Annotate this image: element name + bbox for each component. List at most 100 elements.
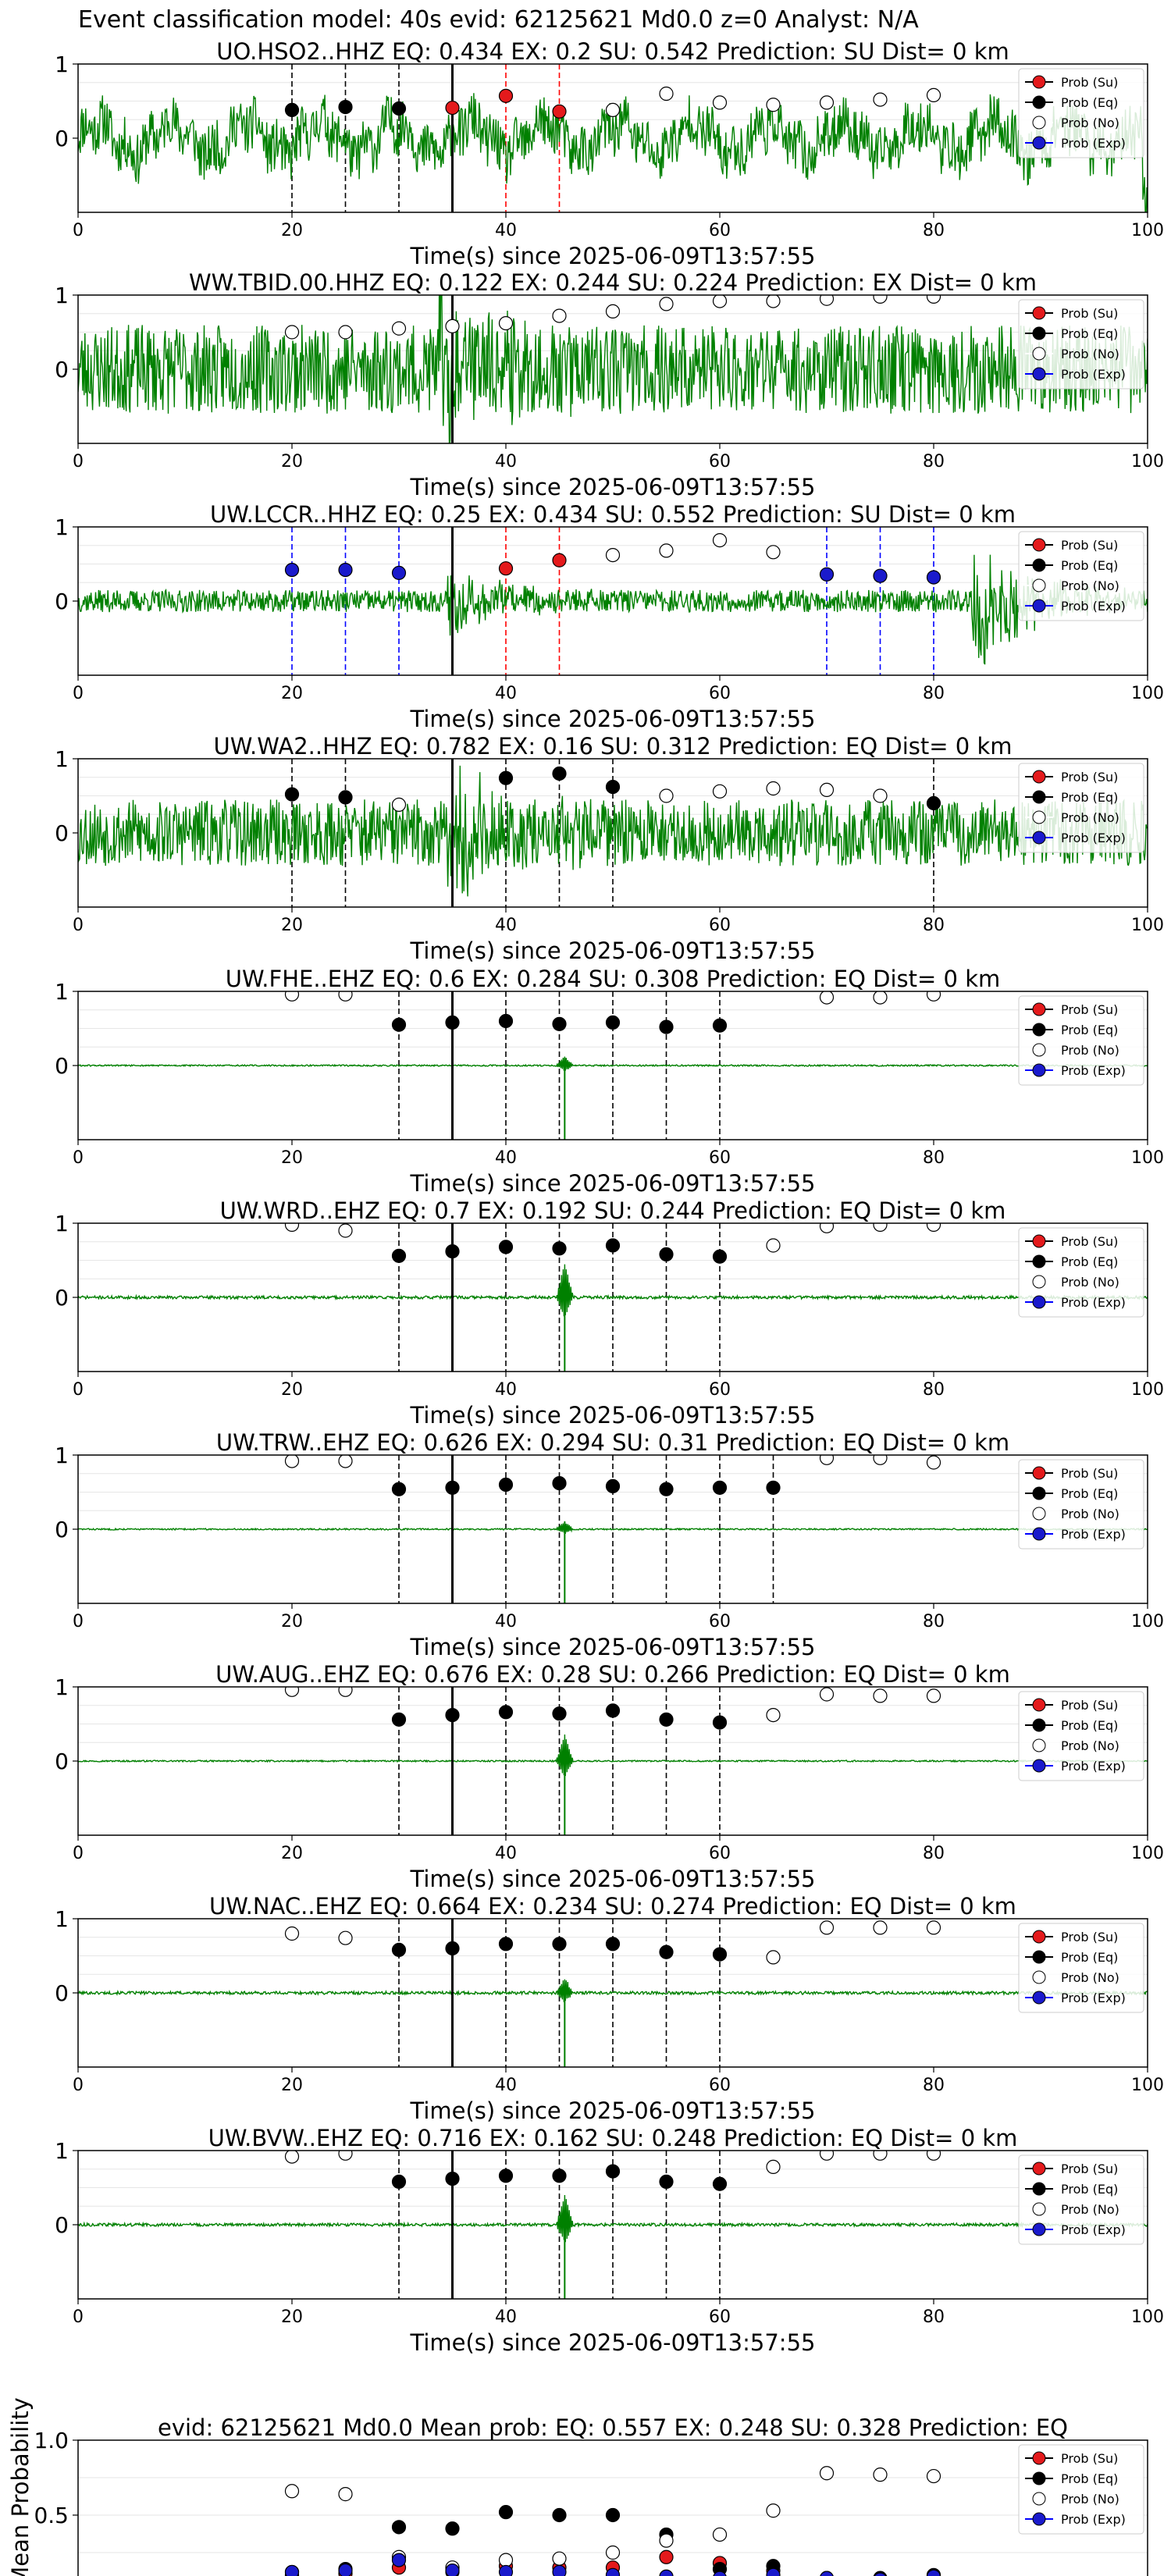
legend-label: Prob (Eq): [1061, 1950, 1118, 1965]
y-tick-label: 0: [55, 820, 69, 846]
prob-marker-eq: [659, 1247, 674, 1262]
prob-marker-no: [284, 1687, 300, 1697]
prob-marker-no: [819, 782, 835, 798]
panel-title: evid: 62125621 Md0.0 Mean prob: EQ: 0.55…: [158, 2414, 1068, 2441]
prob-marker-no: [284, 991, 300, 1002]
x-tick-label: 40: [495, 1844, 517, 1863]
prob-marker-eq: [605, 1478, 621, 1494]
legend-marker-exp: [1032, 1759, 1046, 1773]
prob-marker-exp: [391, 565, 407, 581]
plot-area: [78, 1687, 1148, 1835]
x-tick-label: 100: [1131, 221, 1164, 240]
legend-marker-no: [1032, 810, 1046, 824]
prob-marker-eq: [338, 100, 353, 115]
prob-marker-no: [819, 1687, 835, 1702]
prob-marker-no: [284, 325, 300, 340]
prob-marker-no: [766, 1238, 781, 1253]
legend-label: Prob (Eq): [1061, 1718, 1118, 1733]
waveform-panel: UW.WA2..HHZ EQ: 0.782 EX: 0.16 SU: 0.312…: [55, 733, 1164, 964]
prob-marker-eq: [445, 1941, 460, 1956]
legend-box: [1018, 1691, 1144, 1781]
prob-marker-eq: [498, 1013, 514, 1029]
prob-marker-no: [766, 781, 781, 796]
prob-marker-eq: [391, 1942, 407, 1957]
x-tick-label: 20: [281, 221, 303, 240]
prob-marker-no: [659, 297, 674, 311]
legend-marker-su: [1032, 2451, 1046, 2465]
x-tick-label: 40: [495, 684, 517, 703]
legend-label: Prob (Eq): [1061, 2471, 1118, 2486]
x-tick-label: 80: [923, 1844, 945, 1863]
x-tick-label: 40: [495, 1612, 517, 1631]
legend-marker-exp: [1032, 1295, 1046, 1309]
waveform-panel: WW.TBID.00.HHZ EQ: 0.122 EX: 0.244 SU: 0…: [55, 269, 1164, 500]
prob-marker-eq: [605, 779, 621, 795]
legend-marker-exp: [1032, 136, 1046, 150]
legend-label: Prob (Su): [1061, 770, 1118, 785]
prob-marker-no: [659, 86, 674, 101]
prob-marker-eq: [284, 787, 300, 802]
prob-marker-no: [659, 543, 674, 558]
legend-marker-exp: [1032, 2512, 1046, 2526]
prob-marker-no: [659, 2533, 674, 2548]
plot-area: [78, 64, 1148, 212]
x-tick-label: 0: [73, 221, 84, 240]
y-tick-label: 1: [55, 2138, 69, 2164]
waveform-panel: UW.WRD..EHZ EQ: 0.7 EX: 0.192 SU: 0.244 …: [55, 1197, 1164, 1429]
prob-marker-eq: [498, 1240, 514, 1254]
panel-title: WW.TBID.00.HHZ EQ: 0.122 EX: 0.244 SU: 0…: [189, 269, 1037, 296]
legend-label: Prob (No): [1061, 810, 1119, 825]
legend-marker-exp: [1032, 1063, 1046, 1077]
y-tick-label: 0: [55, 1980, 69, 2006]
prob-marker-no: [605, 2545, 621, 2560]
prob-marker-eq: [391, 101, 407, 116]
prob-marker-exp: [874, 2572, 887, 2576]
legend-label: Prob (Eq): [1061, 2182, 1118, 2197]
prob-marker-exp: [819, 567, 835, 582]
prob-marker-eq: [391, 1482, 407, 1496]
y-tick-label: 0: [55, 1517, 69, 1542]
y-tick-label: 0: [55, 2212, 69, 2238]
prob-marker-exp: [284, 562, 300, 578]
panel-title: UW.LCCR..HHZ EQ: 0.25 EX: 0.434 SU: 0.55…: [210, 501, 1016, 528]
x-tick-label: 100: [1131, 1380, 1164, 1400]
legend-label: Prob (Su): [1061, 75, 1118, 90]
prob-marker-eq: [552, 2507, 567, 2523]
prob-marker-no: [659, 788, 674, 803]
prob-marker-eq: [605, 2164, 621, 2179]
prob-marker-no: [766, 545, 781, 560]
waveform-trace: [78, 1521, 1148, 1534]
prob-marker-eq: [284, 102, 300, 117]
waveform-trace: [78, 1734, 1148, 1777]
legend-marker-su: [1032, 538, 1046, 552]
prob-marker-eq: [498, 2505, 514, 2520]
legend-label: Prob (Exp): [1061, 367, 1126, 382]
legend-label: Prob (Eq): [1061, 790, 1118, 805]
prob-marker-no: [819, 1455, 835, 1465]
waveform-panel: UW.TRW..EHZ EQ: 0.626 EX: 0.294 SU: 0.31…: [55, 1429, 1164, 1660]
prob-marker-no: [284, 1455, 300, 1468]
legend-label: Prob (No): [1061, 2202, 1119, 2217]
prob-marker-no: [819, 991, 835, 1005]
prob-marker-exp: [284, 2564, 300, 2576]
prob-marker-no: [926, 1688, 941, 1703]
prob-marker-no: [712, 532, 728, 548]
prob-marker-no: [926, 295, 941, 304]
x-tick-label: 80: [923, 1148, 945, 1168]
prob-marker-eq: [445, 1708, 460, 1723]
plot-area: [78, 1919, 1148, 2067]
prob-marker-no: [873, 991, 888, 1005]
prob-marker-no: [338, 2487, 353, 2502]
legend-box: [1018, 1227, 1144, 1318]
x-tick-label: 60: [709, 1612, 731, 1631]
x-tick-label: 40: [495, 2076, 517, 2095]
legend-marker-no: [1032, 578, 1046, 592]
prob-marker-eq: [605, 1015, 621, 1030]
x-tick-label: 60: [709, 684, 731, 703]
prob-marker-no: [766, 1708, 781, 1723]
legend-label: Prob (No): [1061, 1043, 1119, 1058]
x-tick-label: 80: [923, 2307, 945, 2327]
prob-marker-exp: [338, 2563, 353, 2576]
axes-frame: [77, 63, 1148, 213]
panel-title: UW.NAC..EHZ EQ: 0.664 EX: 0.234 SU: 0.27…: [209, 1893, 1016, 1920]
